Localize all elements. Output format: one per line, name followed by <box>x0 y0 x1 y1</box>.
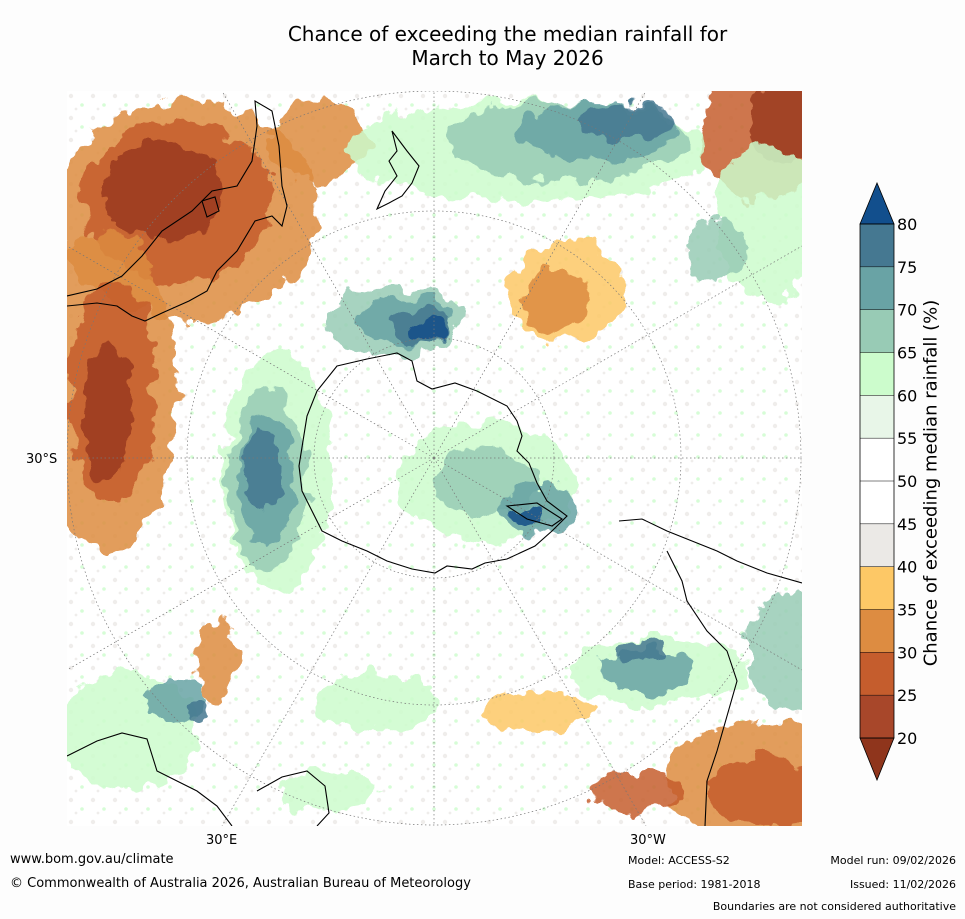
forecast-map <box>67 91 802 826</box>
model-run-text: Model run: 09/02/2026 <box>830 854 956 867</box>
probability-blob-dry-dark <box>102 141 222 241</box>
probability-field <box>67 91 802 826</box>
colorbar-segment <box>860 695 894 738</box>
south-america-east-coast <box>666 550 738 826</box>
probability-blob-wet-light <box>747 591 802 711</box>
disclaimer-text: Boundaries are not considered authoritat… <box>712 900 956 913</box>
south-america-coast <box>618 518 802 584</box>
meridian-60e <box>67 457 435 671</box>
colorbar-segment <box>860 224 894 267</box>
probability-blob-dry-light <box>522 271 592 331</box>
probability-blob-wet-dark <box>612 639 662 663</box>
probability-blob-wet-dark <box>582 103 672 139</box>
antarctica-coast <box>298 352 568 574</box>
meridian-120e <box>67 245 435 459</box>
colorbar-svg: 20 25 30 35 40 45 50 55 60 65 70 75 80 <box>859 181 917 782</box>
colorbar-tick-label: 55 <box>897 429 917 448</box>
colorbar-tick-label: 35 <box>897 601 917 620</box>
madagascar-coast <box>256 770 330 826</box>
probability-blob-wet-deep <box>507 506 547 526</box>
website-link[interactable]: www.bom.gov.au/climate <box>10 852 174 867</box>
colorbar-tick-label: 25 <box>897 686 917 705</box>
map-canvas <box>67 91 802 826</box>
probability-blob-wet-dark <box>244 431 280 511</box>
colorbar-segment <box>860 266 894 310</box>
probability-blob-dry-mid <box>592 771 682 811</box>
meridian-120w <box>433 245 802 459</box>
meridian-60w <box>433 457 802 671</box>
colorbar-under-triangle <box>859 737 895 782</box>
colorbar-tick-label: 70 <box>897 301 917 320</box>
colorbar-segment <box>860 309 894 353</box>
australia-coast <box>67 99 288 322</box>
probability-blob-dry-pale <box>482 691 592 731</box>
probability-blob-wet-light <box>687 221 747 281</box>
antarctic-peninsula <box>505 502 563 527</box>
probability-blob-dry-mid <box>707 756 802 826</box>
colorbar-tick-label: 75 <box>897 258 917 277</box>
graticule <box>67 91 802 826</box>
longitude-label-30e: 30°E <box>206 833 238 848</box>
colorbar-segment <box>860 566 894 610</box>
africa-coast <box>67 732 233 826</box>
colorbar-segment <box>860 481 894 524</box>
latitude-label-30s: 30°S <box>26 452 58 467</box>
colorbar-tick-label: 65 <box>897 344 917 363</box>
probability-blob-wet-pale <box>277 771 377 811</box>
title-line-1: Chance of exceeding the median rainfall … <box>287 22 728 46</box>
colorbar-tick-label: 30 <box>897 643 917 662</box>
meridian-150e <box>221 91 435 459</box>
probability-blob-wet-dark <box>183 699 211 723</box>
colorbar-title: Chance of exceeding median rainfall (%) <box>920 299 942 667</box>
colorbar-tick-label: 60 <box>897 386 917 405</box>
colorbar-tick-label: 45 <box>897 515 917 534</box>
latitude-circle-equator <box>67 91 802 826</box>
map-title: Chance of exceeding the median rainfall … <box>180 22 835 70</box>
copyright-text: © Commonwealth of Australia 2026, Austra… <box>10 876 471 891</box>
colorbar-tick-label: 40 <box>897 558 917 577</box>
colorbar-segment <box>860 609 894 653</box>
longitude-label-30w: 30°W <box>630 833 666 848</box>
meridian-150w <box>433 91 647 459</box>
colorbar-segment <box>860 652 894 696</box>
probability-blob-dry-light <box>267 101 367 181</box>
title-line-2: March to May 2026 <box>411 46 604 70</box>
coastlines <box>67 99 802 826</box>
issued-text: Issued: 11/02/2026 <box>849 878 956 891</box>
probability-blob-dry-dark <box>82 341 132 481</box>
colorbar-tick-label: 20 <box>897 729 917 748</box>
meridian-30w <box>433 457 647 826</box>
probability-blob-dry-light <box>197 621 237 701</box>
colorbar-tick-label: 50 <box>897 472 917 491</box>
meridian-30e <box>221 457 435 826</box>
model-text: Model: ACCESS-S2 <box>628 854 730 867</box>
new-zealand-coast <box>375 130 420 211</box>
tasmania-coast <box>201 196 220 218</box>
probability-blob-wet-deep <box>412 321 452 341</box>
colorbar-segment <box>860 352 894 396</box>
latitude-circle-30s <box>186 210 682 706</box>
colorbar-tick-label: 80 <box>897 215 917 234</box>
colorbar-segment <box>860 438 894 481</box>
colorbar-over-triangle <box>859 181 895 225</box>
base-period-text: Base period: 1981-2018 <box>628 878 761 891</box>
colorbar-segment <box>860 523 894 567</box>
colorbar: 20 25 30 35 40 45 50 55 60 65 70 75 80 <box>858 181 918 782</box>
probability-blob-wet-pale <box>317 671 437 731</box>
colorbar-segment <box>860 395 894 439</box>
